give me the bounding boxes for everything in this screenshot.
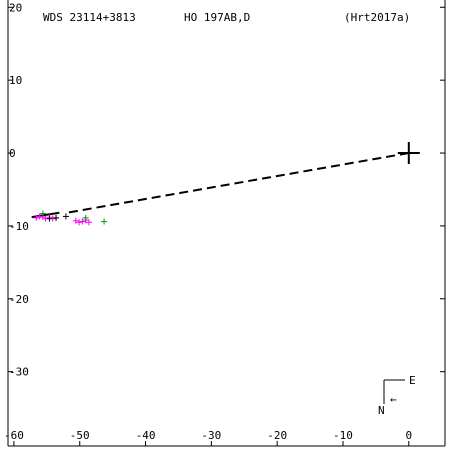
compass-east-label: E [409,374,416,387]
compass-north-label: N [378,404,385,417]
x-tick-label: -30 [201,429,221,442]
y-tick-label: 20 [9,1,22,14]
magenta-observation-point [76,219,83,226]
black-observation-point [46,215,53,222]
x-tick-label: 0 [405,429,412,442]
magenta-observation-point [36,213,43,220]
primary-star-marker [397,142,420,165]
predicted-motion-line [66,152,409,214]
y-tick-label: -20 [9,293,29,306]
green-observation-point [101,218,108,225]
y-tick-label: 0 [9,147,16,160]
x-tick-label: -10 [333,429,353,442]
magenta-observation-point [79,218,86,225]
green-observation-point [82,214,89,221]
y-tick-label: 10 [9,74,22,87]
x-tick-label: -60 [4,429,24,442]
compass-arrow-icon: ← [390,393,397,406]
axis-frame [7,0,446,447]
black-observation-point [62,213,69,220]
magenta-observation-point [85,219,92,226]
magenta-observation-point [72,217,79,224]
reference-code: (Hrt2017a) [344,11,410,24]
magenta-observation-point [33,214,40,221]
green-observation-point [39,210,46,217]
x-tick-label: -40 [136,429,156,442]
x-tick-label: -20 [267,429,287,442]
orbit-traces [31,152,409,219]
discoverer-designation: HO 197AB,D [184,11,250,24]
y-tick-label: -30 [9,366,29,379]
y-axis-ticks: 20 10 0 -10 -20 -30 [8,1,445,379]
x-tick-label: -50 [70,429,90,442]
wds-identifier: WDS 23114+3813 [43,11,136,24]
x-axis-ticks: -60 -50 -40 -30 -20 -10 0 [4,429,412,446]
compass-indicator: E N ← [378,374,416,417]
y-tick-label: -10 [9,220,29,233]
observation-points [33,210,108,226]
black-observation-point [53,214,60,221]
